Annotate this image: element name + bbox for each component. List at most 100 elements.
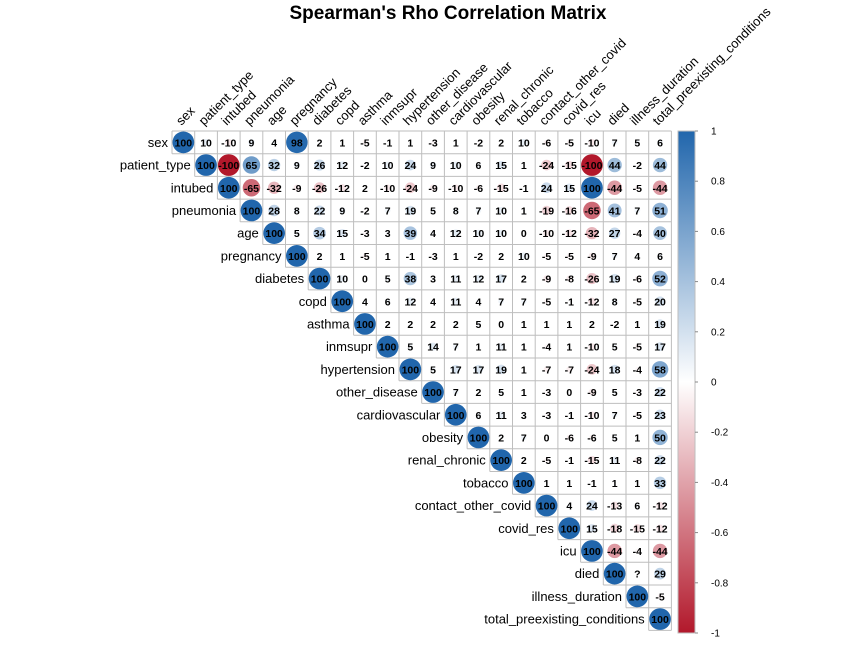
correlation-circle (566, 434, 572, 441)
correlation-value: 18 (609, 364, 621, 376)
correlation-circle (634, 412, 640, 418)
correlation-value: 24 (405, 160, 417, 172)
correlation-circle (607, 180, 622, 195)
correlation-circle (652, 157, 668, 173)
correlation-circle (430, 366, 436, 372)
correlation-circle (522, 322, 525, 326)
correlation-value: 6 (476, 410, 482, 422)
correlation-value: -10 (380, 183, 395, 195)
correlation-circle (454, 254, 457, 257)
correlation-circle (331, 290, 354, 313)
correlation-value: 6 (476, 160, 482, 172)
correlation-circle (655, 296, 665, 307)
correlation-value: 19 (609, 274, 621, 286)
correlation-circle (544, 412, 549, 417)
correlation-circle (522, 458, 526, 462)
correlation-value: 5 (385, 274, 391, 286)
correlation-value: 7 (521, 432, 527, 444)
correlation-value: 10 (200, 137, 212, 149)
correlation-circle (634, 344, 640, 350)
correlation-circle (362, 299, 368, 304)
correlation-circle (541, 182, 552, 194)
correlation-value: 19 (495, 364, 507, 376)
correlation-circle (452, 161, 460, 169)
correlation-circle (611, 411, 618, 418)
correlation-value: 100 (515, 478, 533, 490)
correlation-circle (636, 481, 639, 484)
correlation-value: 8 (294, 205, 300, 217)
correlation-value: 28 (268, 205, 280, 217)
correlation-circle (452, 297, 460, 305)
correlation-value: -5 (633, 183, 642, 195)
correlation-value: 2 (521, 274, 527, 286)
correlation-circle (172, 131, 195, 154)
correlation-value: 9 (294, 160, 300, 172)
correlation-circle (544, 344, 549, 349)
correlation-circle (607, 543, 622, 559)
correlation-circle (653, 226, 667, 241)
colorbar-tick-label: 0.2 (711, 327, 725, 338)
correlation-value: 4 (566, 501, 572, 513)
correlation-value: 22 (654, 387, 666, 399)
correlation-value: 1 (634, 432, 640, 444)
correlation-circle (263, 222, 285, 244)
correlation-value: 4 (362, 296, 368, 308)
correlation-circle (587, 455, 597, 465)
correlation-circle (384, 161, 392, 169)
correlation-circle (544, 298, 549, 304)
correlation-value: 100 (402, 364, 420, 376)
correlation-circle (566, 366, 573, 373)
correlation-value: -15 (630, 523, 645, 535)
correlation-circle (476, 140, 480, 144)
correlation-value: -7 (565, 364, 574, 376)
correlation-circle (545, 481, 548, 484)
correlation-circle (217, 154, 240, 176)
correlation-circle (522, 368, 525, 371)
correlation-circle (338, 275, 346, 282)
correlation-circle (429, 184, 437, 192)
correlation-value: -9 (587, 251, 596, 263)
correlation-value: 44 (609, 160, 621, 172)
correlation-circle (386, 322, 390, 326)
correlation-value: 15 (495, 160, 507, 172)
correlation-circle (362, 139, 368, 145)
correlation-circle (452, 184, 460, 192)
correlation-value: -1 (587, 478, 596, 490)
correlation-circle (588, 297, 596, 306)
correlation-value: 27 (609, 228, 621, 240)
correlation-value: -5 (655, 591, 664, 603)
correlation-value: -8 (633, 455, 642, 467)
correlation-value: 12 (473, 274, 485, 286)
correlation-circle (611, 456, 619, 464)
correlation-circle (314, 205, 325, 216)
correlation-circle (498, 298, 505, 305)
column-label: died (604, 100, 632, 128)
correlation-value: -5 (542, 455, 551, 467)
correlation-circle (610, 501, 619, 510)
correlation-circle (338, 228, 347, 238)
correlation-circle (657, 593, 663, 599)
correlation-value: 7 (634, 205, 640, 217)
correlation-value: 6 (657, 251, 663, 263)
correlation-value: -4 (633, 228, 642, 240)
correlation-value: 100 (583, 546, 601, 558)
correlation-value: -6 (587, 432, 596, 444)
correlation-circle (496, 183, 506, 192)
correlation-value: -2 (633, 160, 642, 172)
correlation-circle (612, 344, 618, 350)
correlation-value: -24 (403, 183, 418, 195)
correlation-circle (476, 299, 481, 304)
correlation-circle (520, 252, 528, 260)
row-label: cardiovascular (357, 407, 441, 422)
row-label: illness_duration (532, 589, 622, 604)
correlation-value: -8 (565, 274, 574, 286)
correlation-circle (590, 481, 594, 484)
correlation-value: -5 (565, 137, 574, 149)
correlation-circle (313, 226, 326, 240)
correlation-circle (626, 585, 649, 608)
correlation-circle (385, 231, 390, 236)
correlation-circle (407, 344, 413, 350)
correlation-circle (477, 345, 480, 348)
correlation-circle (609, 227, 621, 239)
correlation-value: 1 (566, 319, 572, 331)
